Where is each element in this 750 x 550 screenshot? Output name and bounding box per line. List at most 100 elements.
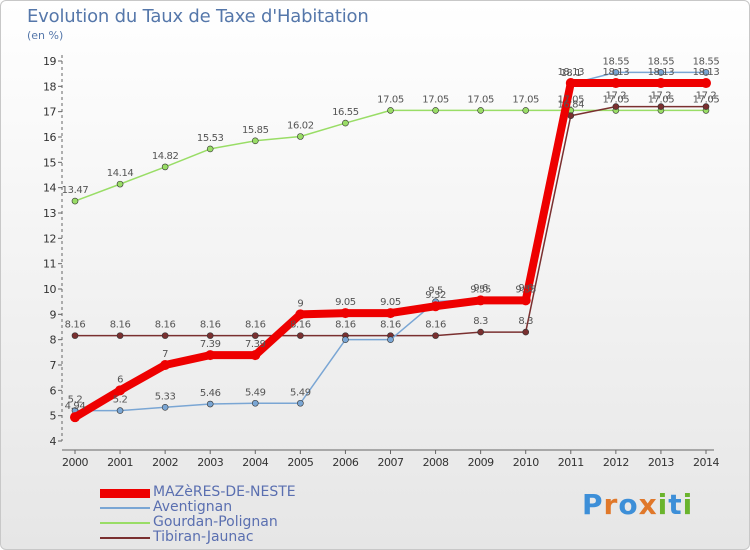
data-label: 18.13: [603, 67, 630, 78]
x-tick-label: 2005: [287, 456, 313, 469]
data-label: 17.05: [693, 94, 720, 105]
data-point: [387, 336, 394, 343]
data-label: 4.94: [65, 401, 86, 412]
x-tick-label: 2001: [107, 456, 133, 469]
data-label: 8.16: [200, 320, 221, 331]
proxiti-logo: Proxiti: [582, 488, 693, 521]
data-label: 9.6: [518, 283, 533, 294]
data-point: [430, 301, 441, 312]
data-label: 17.05: [557, 94, 584, 105]
data-label: 18.13: [648, 67, 675, 78]
data-label: 8.16: [425, 320, 446, 331]
data-point: [701, 78, 711, 89]
legend-label: Gourdan-Polignan: [153, 514, 278, 530]
data-point: [116, 332, 124, 339]
data-label: 17.05: [467, 94, 494, 105]
y-tick-label: 9: [50, 308, 57, 321]
data-label: 18.13: [557, 67, 584, 78]
y-tick-label: 7: [50, 359, 57, 372]
data-label: 8.16: [65, 320, 86, 331]
data-label: 17.2: [606, 91, 627, 102]
logo-letter: x: [638, 488, 658, 521]
data-label: 17.05: [603, 94, 630, 105]
data-point: [657, 103, 665, 110]
logo-letter: o: [618, 488, 639, 521]
data-point: [432, 107, 439, 114]
data-label: 8.16: [380, 320, 401, 331]
data-label: 9.6: [473, 283, 488, 294]
data-label: 8.16: [290, 320, 311, 331]
data-point: [251, 137, 259, 145]
y-tick-label: 15: [43, 156, 56, 169]
x-tick-label: 2010: [513, 456, 539, 469]
data-point: [657, 69, 665, 76]
data-label: 5.33: [155, 391, 176, 402]
legend-swatch: [100, 537, 150, 539]
data-point: [477, 328, 484, 336]
data-point: [610, 78, 621, 89]
legend-label: Tibiran-Jaunac: [153, 529, 254, 545]
y-tick-label: 8: [50, 334, 57, 347]
data-point: [251, 332, 259, 339]
data-label: 9: [297, 298, 303, 309]
legend-label: Aventignan: [153, 499, 233, 515]
data-point: [161, 332, 169, 339]
data-label: 18.55: [693, 56, 720, 67]
x-tick-label: 2006: [332, 456, 358, 469]
data-point: [477, 107, 484, 114]
data-label: 7.39: [245, 339, 266, 350]
data-label: 17.05: [422, 94, 449, 105]
data-label: 16.84: [557, 100, 584, 111]
data-label: 8.3: [473, 316, 488, 327]
data-label: 9.05: [380, 297, 401, 308]
data-labels-layer: 4.94 6 7 7.39 7.39 9 9.05 9.05 9.32 9.55 9.55 18.13…: [62, 56, 720, 412]
y-tick-label: 19: [43, 55, 56, 68]
x-tick-label: 2000: [62, 456, 88, 469]
data-label: 14.14: [107, 168, 134, 179]
data-point: [432, 332, 439, 339]
data-label: 8.16: [110, 320, 131, 331]
data-label: 7.39: [200, 339, 221, 350]
data-point: [161, 404, 169, 411]
x-tick-label: 2009: [468, 456, 494, 469]
x-tick-label: 2007: [378, 456, 404, 469]
axes: 4 5 6 7 8 9 10 11 12 13 14 15 16 17 18 19 2000 2001 2002 20…: [43, 55, 720, 469]
data-label: 7: [162, 349, 168, 360]
data-label: 6: [117, 374, 123, 385]
data-label: 9.55: [470, 284, 491, 295]
data-point: [612, 69, 620, 76]
data-point: [70, 412, 80, 423]
y-tick-label: 10: [43, 283, 56, 296]
data-label: 9.55: [515, 284, 536, 295]
logo-letter: r: [603, 488, 619, 521]
data-label: 13.47: [62, 185, 89, 196]
data-label: 18.55: [603, 56, 630, 67]
logo-letter: t: [668, 488, 683, 521]
legend-label: MAZèRES-DE-NESTE: [153, 484, 296, 500]
data-label: 17.05: [377, 94, 404, 105]
data-point: [206, 400, 214, 408]
x-tick-label: 2012: [603, 456, 629, 469]
data-point: [297, 399, 304, 407]
data-point: [115, 385, 126, 396]
data-label: 8.16: [245, 320, 266, 331]
data-point: [387, 107, 394, 114]
legend-swatch: [100, 522, 150, 524]
series-4: [71, 103, 710, 339]
data-label: 9.5: [428, 286, 443, 297]
data-label: 14.82: [152, 151, 179, 162]
data-point: [250, 350, 261, 361]
data-point: [612, 103, 620, 110]
data-label: 9.32: [425, 290, 446, 301]
data-label: 17.05: [512, 94, 539, 105]
x-tick-label: 2003: [197, 456, 223, 469]
data-label: 8.16: [155, 320, 176, 331]
data-label: 5.2: [113, 395, 128, 406]
series-layer: [70, 69, 711, 423]
data-label: 18.1: [560, 68, 581, 79]
x-tick-label: 2014: [693, 456, 719, 469]
x-tick-label: 2002: [152, 456, 178, 469]
data-point: [206, 145, 214, 153]
